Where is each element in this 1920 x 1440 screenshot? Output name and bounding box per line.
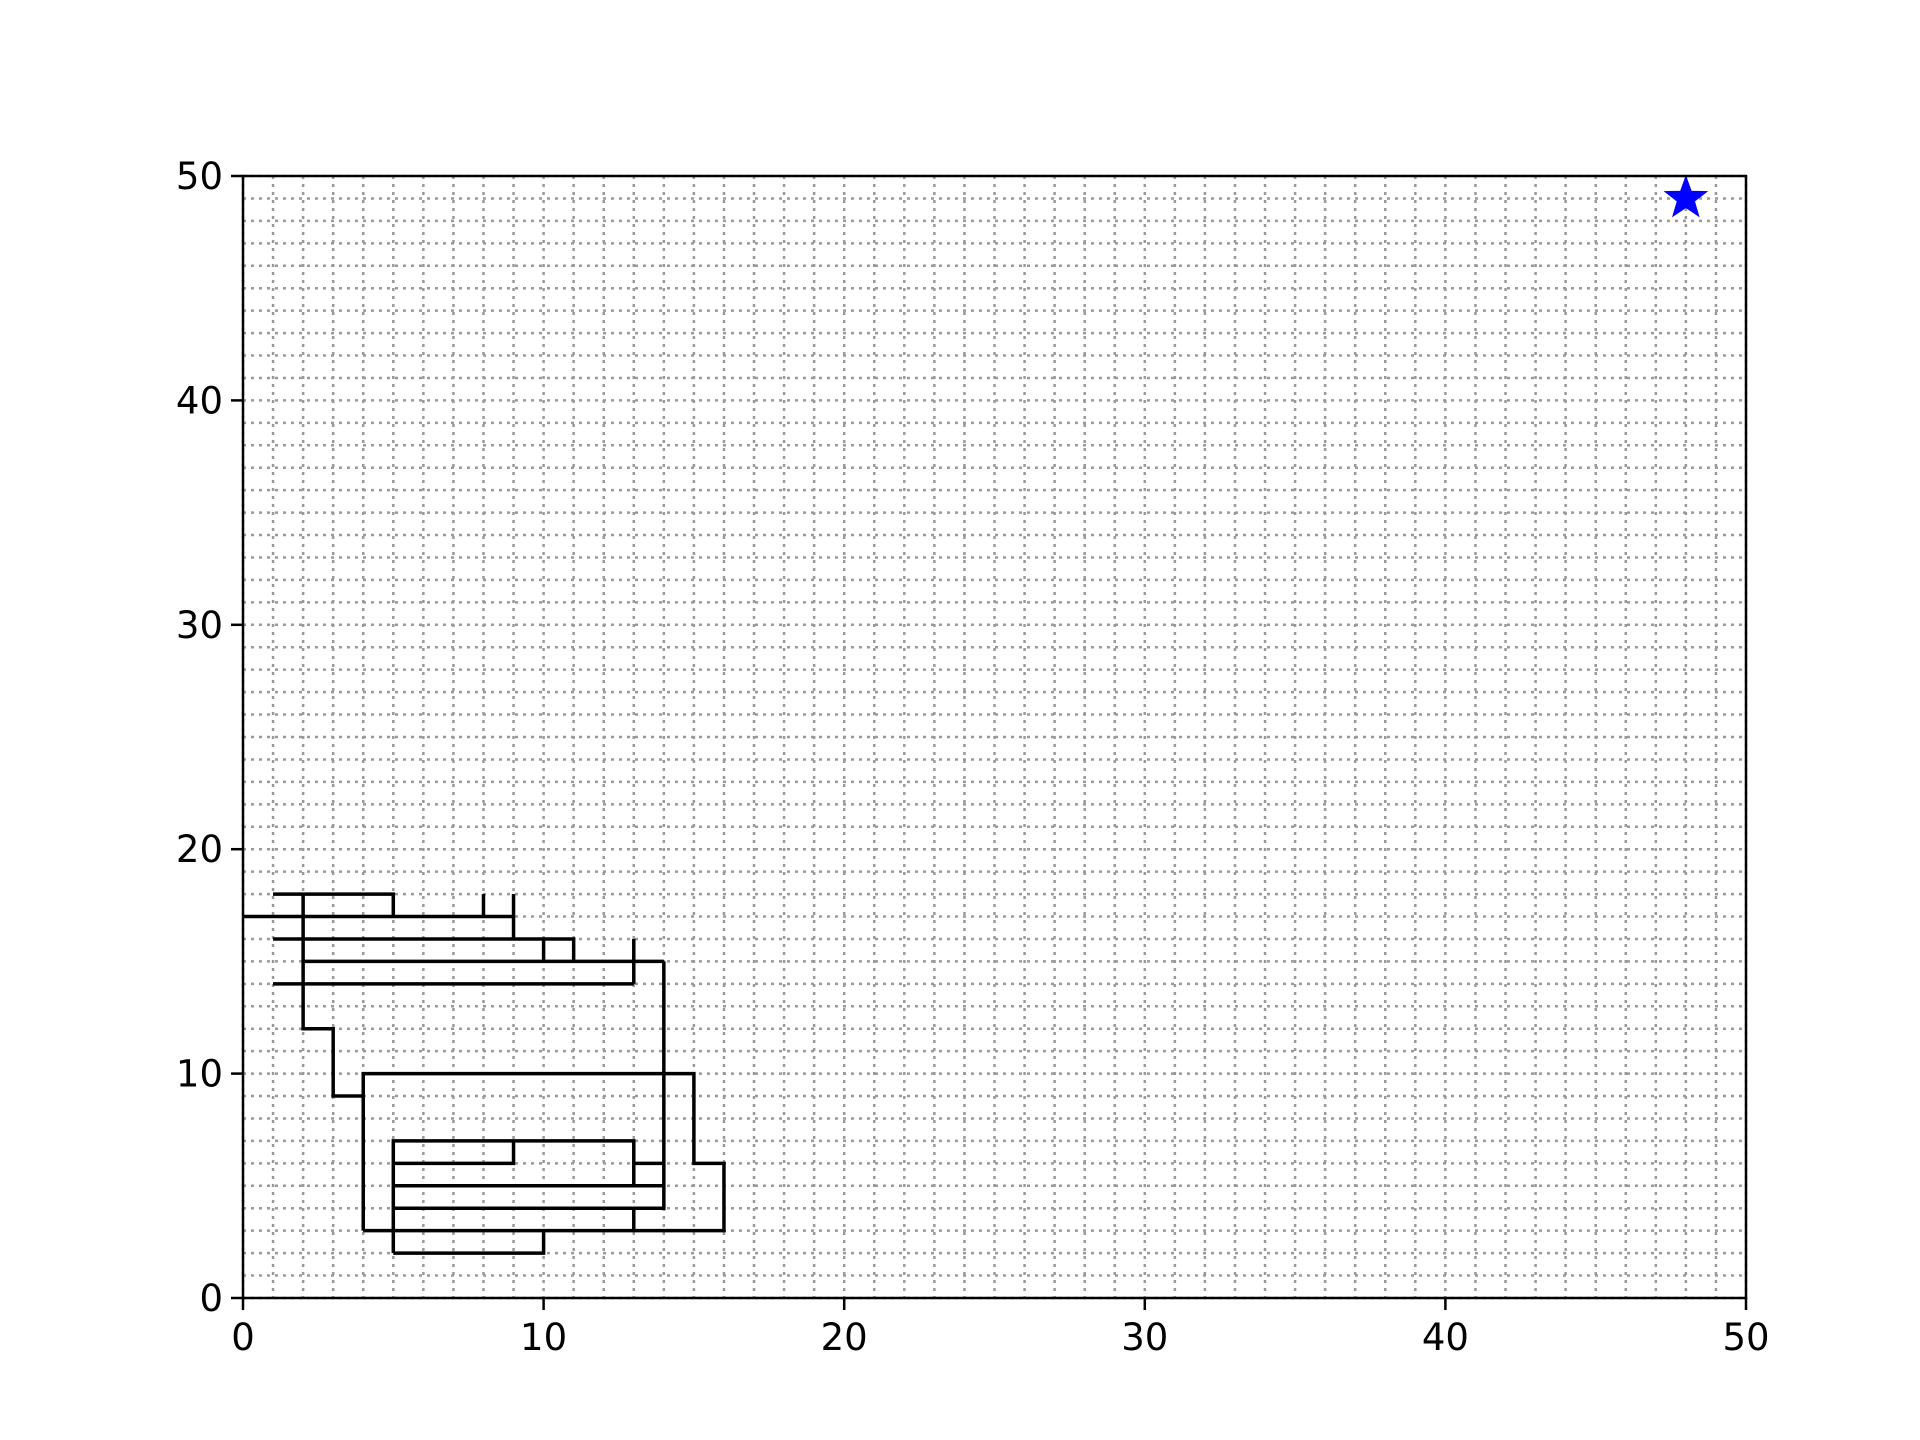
path-segment: [273, 937, 576, 962]
y-tick-label: 10: [176, 1053, 223, 1096]
path-segments: [243, 892, 726, 1255]
x-tick-label: 0: [231, 1316, 255, 1359]
x-tick-label: 50: [1722, 1316, 1769, 1359]
path-segment: [301, 894, 364, 1098]
y-axis: 0 10 20 30 40 50: [176, 155, 243, 1320]
y-tick-label: 50: [176, 155, 223, 198]
y-tick-label: 30: [176, 604, 223, 647]
star-marker: [1663, 174, 1709, 218]
path-segment: [393, 1230, 546, 1255]
plot-frame: [241, 174, 1748, 1300]
goal-marker: [1663, 174, 1709, 218]
path-segment: [393, 961, 666, 1210]
y-tick-label: 40: [176, 379, 223, 422]
x-tick-label: 20: [821, 1316, 868, 1359]
y-tick-label: 20: [176, 828, 223, 871]
y-tick-label: 0: [199, 1277, 223, 1320]
x-tick-label: 40: [1422, 1316, 1469, 1359]
x-tick-label: 30: [1121, 1316, 1168, 1359]
path-segment: [273, 892, 396, 917]
path-segment: [393, 1140, 516, 1166]
x-axis: 0 10 20 30 40 50: [231, 1298, 1770, 1359]
x-tick-label: 10: [520, 1316, 567, 1359]
path-segment: [361, 1071, 726, 1233]
